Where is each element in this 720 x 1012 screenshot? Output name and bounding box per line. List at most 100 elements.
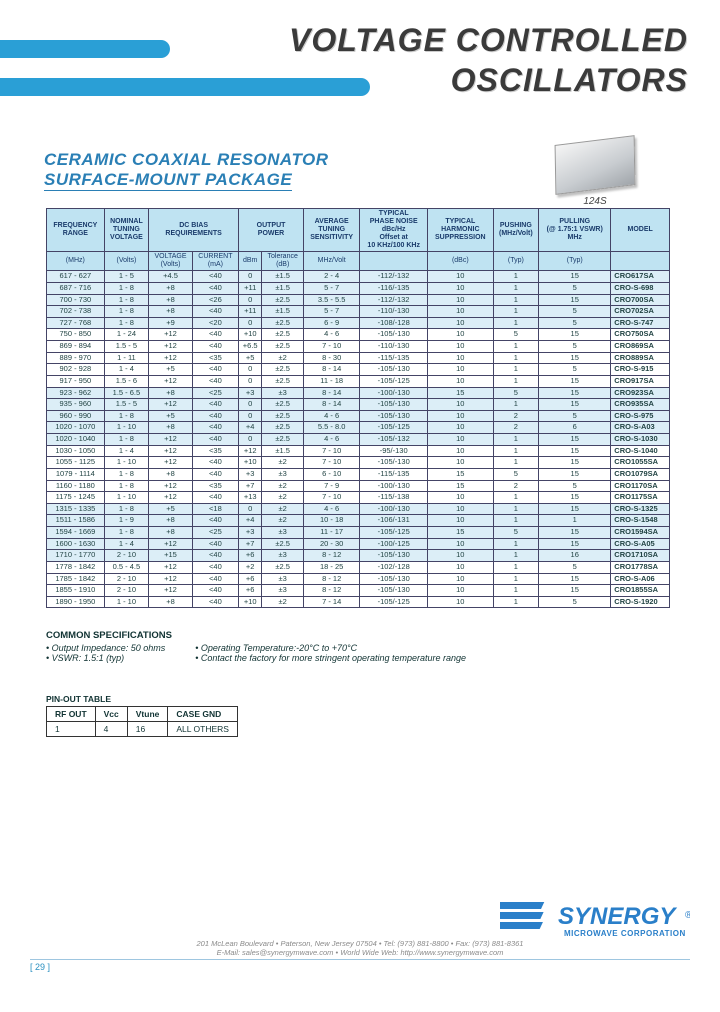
subtitle-line-1: CERAMIC COAXIAL RESONATOR: [44, 150, 329, 170]
data-cell: 1855 - 1910: [47, 585, 105, 597]
col-subheader: (dBc): [428, 252, 493, 271]
data-cell: +12: [149, 492, 193, 504]
table-row: 727 - 7681 - 8+9<200±2.56 - 9-108/-12810…: [47, 317, 670, 329]
pinout-cell: 16: [127, 722, 168, 737]
model-cell: CRO700SA: [611, 294, 670, 306]
col-header: PUSHING(MHz/Volt): [493, 209, 539, 252]
data-cell: 1 - 10: [104, 422, 149, 434]
table-row: 1160 - 11801 - 8+12<35+7±27 - 9-100/-130…: [47, 480, 670, 492]
table-row: 1778 - 18420.5 - 4.5+12<40+2±2.518 - 25-…: [47, 561, 670, 573]
data-cell: 20 - 30: [304, 538, 360, 550]
logo-text: SYNERGY: [558, 903, 677, 930]
col-subheader: (Volts): [104, 252, 149, 271]
data-cell: +8: [149, 422, 193, 434]
data-cell: +3: [239, 527, 262, 539]
data-cell: 5 - 7: [304, 306, 360, 318]
model-cell: CRO-S-747: [611, 317, 670, 329]
data-cell: 15: [539, 399, 611, 411]
pinout-header: CASE GND: [168, 707, 238, 722]
data-cell: -95/-130: [360, 445, 428, 457]
data-cell: 10: [428, 422, 493, 434]
data-cell: ±2.5: [262, 538, 304, 550]
pinout-table: RF OUTVccVtuneCASE GND 1416ALL OTHERS: [46, 706, 238, 737]
data-cell: 2: [493, 422, 539, 434]
data-cell: 902 - 928: [47, 364, 105, 376]
pinout-label: PIN-OUT TABLE: [46, 694, 111, 704]
data-cell: -110/-130: [360, 341, 428, 353]
data-cell: -105/-130: [360, 457, 428, 469]
data-cell: 10 - 18: [304, 515, 360, 527]
data-cell: -115/-138: [360, 492, 428, 504]
pinout-cell: 4: [95, 722, 127, 737]
data-cell: 5: [539, 364, 611, 376]
pinout-cell: 1: [47, 722, 96, 737]
model-cell: CRO1079SA: [611, 468, 670, 480]
data-cell: 750 - 850: [47, 329, 105, 341]
data-cell: 0: [239, 364, 262, 376]
data-cell: 8 - 30: [304, 352, 360, 364]
data-cell: 1890 - 1950: [47, 596, 105, 608]
data-cell: <18: [192, 503, 238, 515]
data-cell: 1 - 8: [104, 527, 149, 539]
model-cell: CRO617SA: [611, 271, 670, 283]
data-cell: 5: [493, 527, 539, 539]
data-cell: ±3: [262, 550, 304, 562]
data-cell: -116/-135: [360, 282, 428, 294]
data-cell: +12: [149, 480, 193, 492]
data-cell: +11: [239, 282, 262, 294]
data-cell: 1175 - 1245: [47, 492, 105, 504]
data-cell: 10: [428, 294, 493, 306]
model-cell: CRO1710SA: [611, 550, 670, 562]
data-cell: 6 - 9: [304, 317, 360, 329]
data-cell: 5: [539, 306, 611, 318]
col-header: OUTPUTPOWER: [239, 209, 304, 252]
data-cell: 10: [428, 410, 493, 422]
data-cell: -112/-132: [360, 294, 428, 306]
data-cell: 1055 - 1125: [47, 457, 105, 469]
data-cell: +12: [149, 434, 193, 446]
data-cell: 1778 - 1842: [47, 561, 105, 573]
table-row: 960 - 9901 - 8+5<400±2.54 - 6-105/-13010…: [47, 410, 670, 422]
data-cell: 10: [428, 341, 493, 353]
data-cell: +7: [239, 538, 262, 550]
data-cell: 7 - 9: [304, 480, 360, 492]
data-cell: ±3: [262, 573, 304, 585]
data-cell: +12: [149, 445, 193, 457]
col-subheader: (Typ): [539, 252, 611, 271]
data-cell: ±2.5: [262, 294, 304, 306]
model-cell: CRO-S-A03: [611, 422, 670, 434]
data-cell: 0: [239, 399, 262, 411]
col-subheader: (MHz): [47, 252, 105, 271]
data-cell: -105/-132: [360, 434, 428, 446]
data-cell: 10: [428, 596, 493, 608]
data-cell: 1.5 - 6.5: [104, 387, 149, 399]
package-label: 124S: [540, 196, 650, 207]
data-cell: 1: [493, 294, 539, 306]
data-cell: 702 - 738: [47, 306, 105, 318]
data-cell: 917 - 950: [47, 375, 105, 387]
data-cell: -105/-125: [360, 596, 428, 608]
data-cell: 5 - 7: [304, 282, 360, 294]
data-cell: 5: [539, 480, 611, 492]
pinout-header: Vtune: [127, 707, 168, 722]
data-cell: ±2: [262, 515, 304, 527]
data-cell: ±2.5: [262, 399, 304, 411]
data-cell: <40: [192, 410, 238, 422]
data-cell: 960 - 990: [47, 410, 105, 422]
data-cell: +5: [149, 410, 193, 422]
data-cell: <40: [192, 492, 238, 504]
title-block: VOLTAGE CONTROLLED OSCILLATORS: [40, 18, 692, 148]
col-header: AVERAGETUNINGSENSITIVITY: [304, 209, 360, 252]
table-row: 902 - 9281 - 4+5<400±2.58 - 14-105/-1301…: [47, 364, 670, 376]
data-cell: <40: [192, 550, 238, 562]
pinout-cell: ALL OTHERS: [168, 722, 238, 737]
data-cell: ±3: [262, 387, 304, 399]
data-cell: +5: [239, 352, 262, 364]
subtitle-line-2: SURFACE-MOUNT PACKAGE: [44, 170, 292, 191]
data-cell: +12: [149, 375, 193, 387]
data-cell: +12: [239, 445, 262, 457]
data-cell: 10: [428, 352, 493, 364]
data-cell: 15: [539, 538, 611, 550]
common-left-list: Output Impedance: 50 ohmsVSWR: 1.5:1 (ty…: [46, 643, 165, 663]
data-cell: ±1.5: [262, 445, 304, 457]
